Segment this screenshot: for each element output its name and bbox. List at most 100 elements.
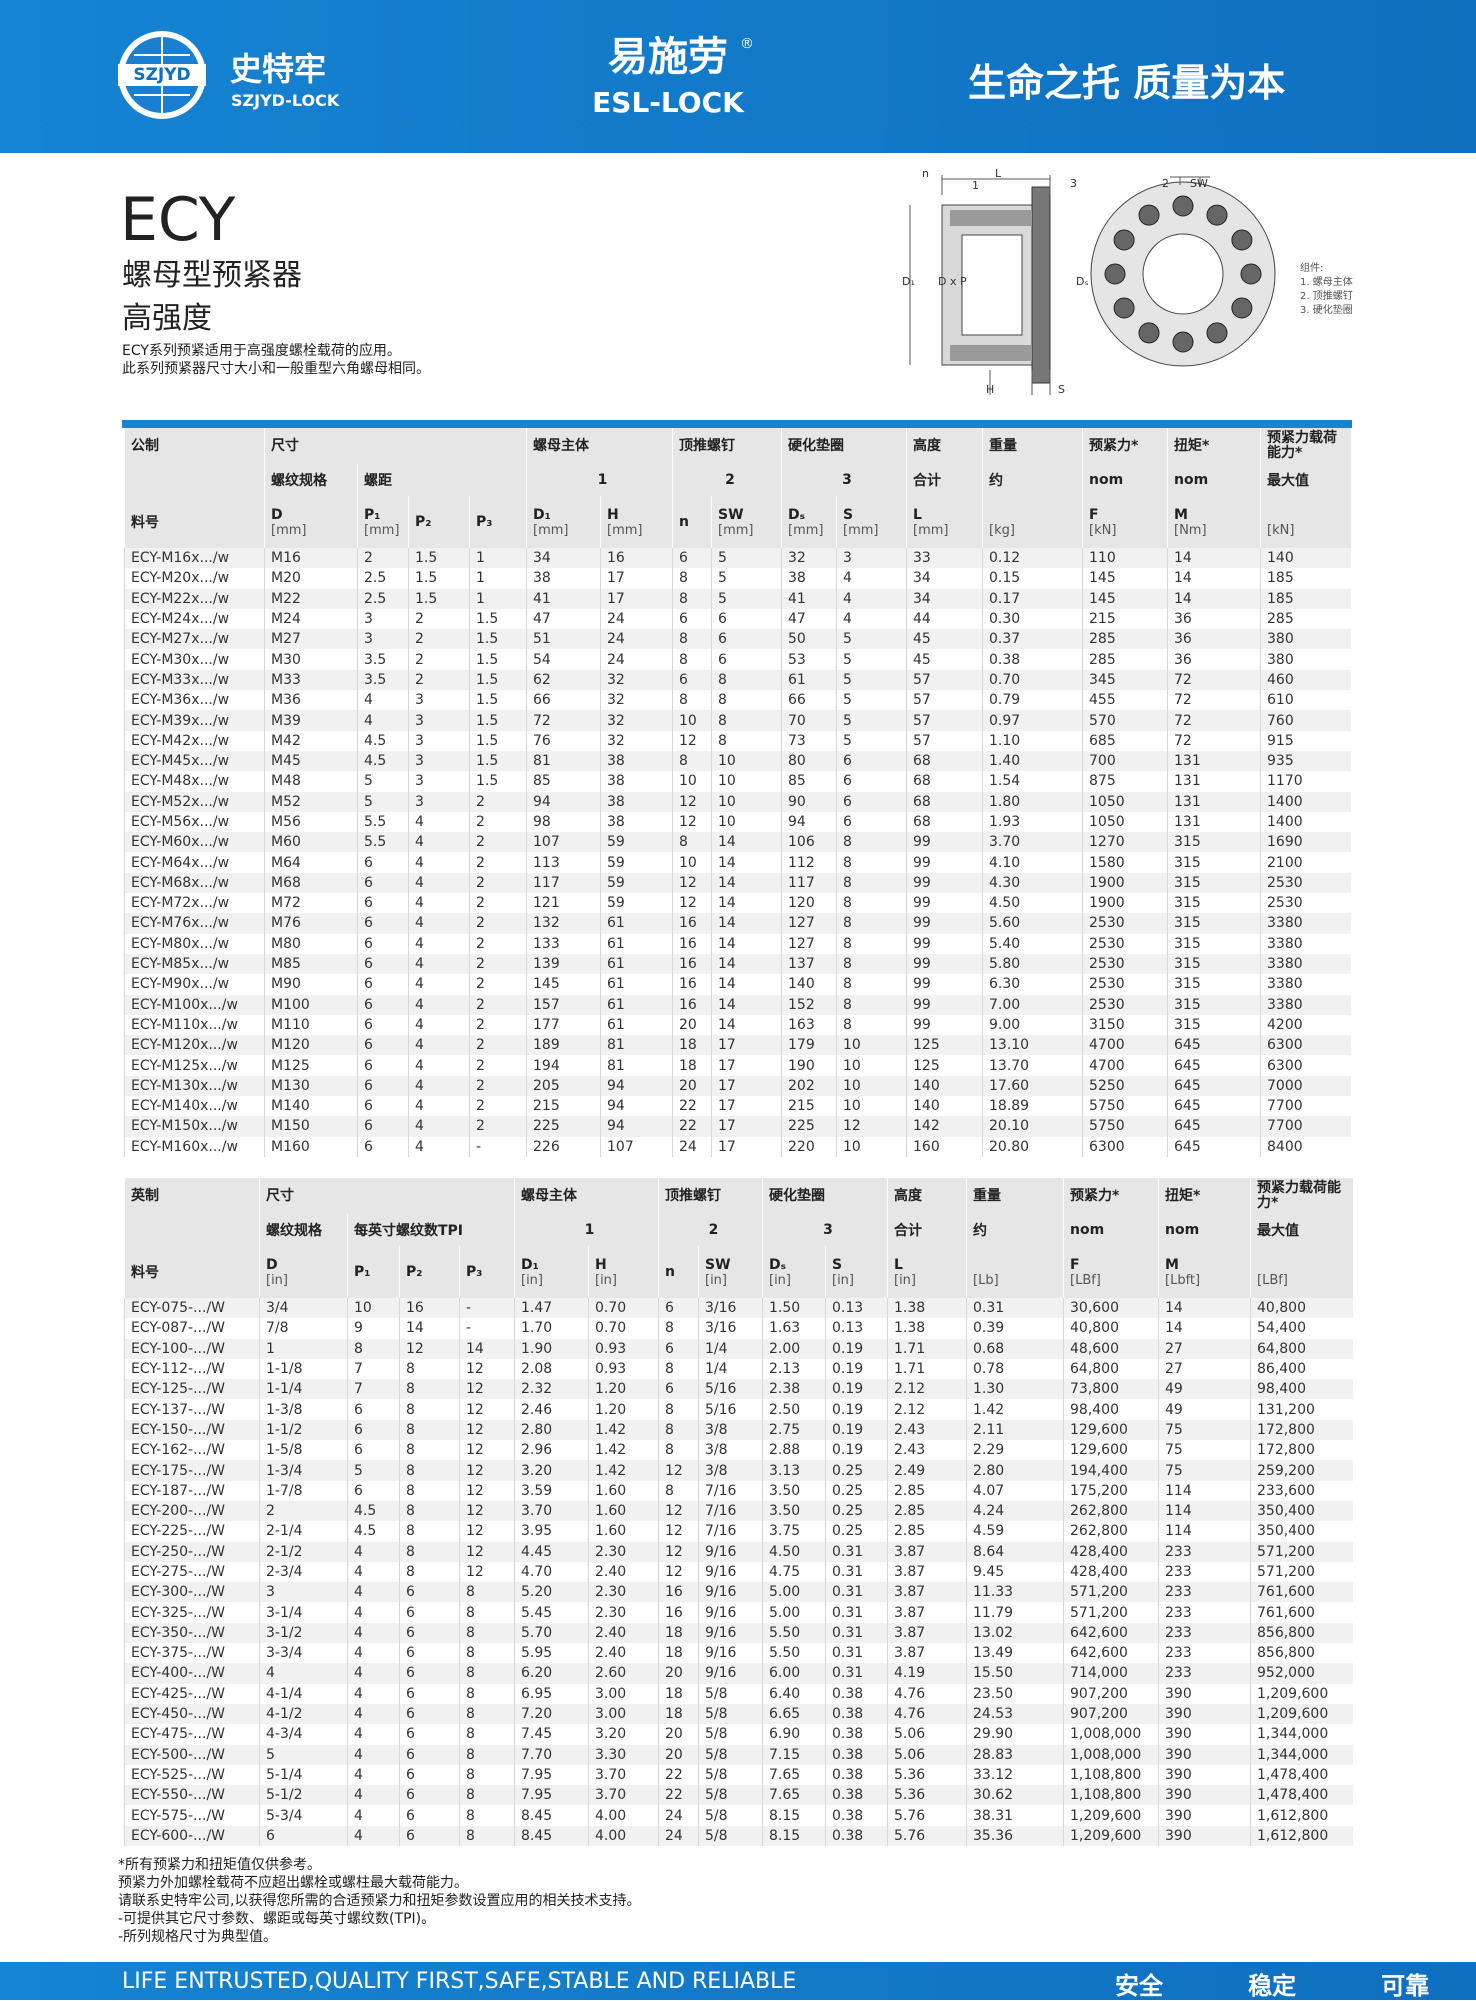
cell: 390 — [1158, 1744, 1251, 1765]
cell: 2 — [469, 933, 527, 954]
cell: 54 — [526, 649, 601, 670]
cell: 8 — [711, 730, 782, 751]
cell: ECY-400-.../W — [124, 1663, 260, 1684]
diagram-label: H — [986, 383, 994, 396]
cell: 4 — [408, 1096, 470, 1117]
cell: ECY-325-.../W — [124, 1602, 260, 1623]
cell: 8 — [399, 1419, 460, 1441]
cell: ECY-450-.../W — [124, 1703, 260, 1725]
cell: 16 — [672, 974, 712, 995]
cell: 14 — [459, 1338, 515, 1359]
bolt — [1138, 204, 1160, 226]
cell: 3380 — [1260, 994, 1351, 1015]
cell: 8 — [399, 1521, 460, 1542]
footer-word: 可靠 — [1381, 1972, 1430, 2000]
cell: 20.10 — [982, 1116, 1083, 1137]
column-header: D₁ [in] — [514, 1246, 589, 1298]
column-unit: [mm] — [913, 522, 949, 538]
cell: 8 — [459, 1785, 515, 1806]
group-header: 尺寸 — [259, 1178, 515, 1214]
data-row: ECY-M110x.../w M110 6 4 2 177 61 20 14 163 8 99 9.00… — [124, 1014, 1351, 1036]
data-row: ECY-600-.../W 6 4 6 8 8.45 4.00 24 5/8 8.15 0.38 5.… — [124, 1825, 1353, 1847]
cell: 172,800 — [1250, 1419, 1353, 1441]
cell: 36 — [1167, 629, 1261, 650]
cell: 6300 — [1260, 1055, 1351, 1076]
cell: 4700 — [1082, 1055, 1168, 1076]
column-label: L — [894, 1256, 903, 1273]
cell: 34 — [526, 548, 601, 569]
cell: 131 — [1167, 750, 1261, 772]
cell: 98,400 — [1250, 1379, 1353, 1400]
cell: 1,612,800 — [1250, 1805, 1353, 1826]
cell: ECY-525-.../W — [124, 1764, 260, 1786]
product-grade: 高强度 — [122, 301, 212, 336]
cell: 57 — [906, 690, 983, 711]
cell: 8 — [459, 1724, 515, 1745]
cell: 642,600 — [1063, 1643, 1159, 1664]
cell: 233 — [1158, 1643, 1251, 1664]
cell: 6 — [836, 811, 907, 833]
cell: 225 — [526, 1116, 601, 1137]
cell: 3.70 — [514, 1500, 589, 1522]
cell: 12 — [399, 1338, 460, 1359]
cell: ECY-M120x.../w — [124, 1035, 265, 1056]
column-label: F — [1089, 506, 1099, 523]
column-unit: [kN] — [1089, 522, 1117, 538]
cell: 2.60 — [588, 1663, 659, 1684]
cell: 4 — [408, 1014, 470, 1036]
cell: 8 — [399, 1561, 460, 1583]
cell: 20 — [672, 1075, 712, 1097]
cell: 38 — [600, 750, 673, 772]
cell: 72 — [526, 710, 601, 731]
cell: 1.38 — [887, 1298, 967, 1319]
cell: 8 — [658, 1399, 699, 1420]
data-row: ECY-550-.../W 5-1/2 4 6 8 7.95 3.70 22 5/8 7.65 0.… — [124, 1785, 1353, 1806]
cell: 12 — [459, 1480, 515, 1501]
cell: ECY-162-.../W — [124, 1440, 260, 1461]
cell: 9/16 — [698, 1582, 763, 1603]
cell: 129,600 — [1063, 1440, 1159, 1461]
cell: 460 — [1260, 669, 1351, 691]
cell: ECY-M33x.../w — [124, 669, 265, 691]
cell: 1900 — [1082, 872, 1168, 894]
cell: 761,600 — [1250, 1602, 1353, 1623]
cell: 14 — [711, 953, 782, 975]
cell: 3.87 — [887, 1561, 967, 1583]
cell: 12 — [459, 1561, 515, 1583]
cell: 10 — [347, 1298, 400, 1319]
cell: 3.70 — [588, 1785, 659, 1806]
cell: 1,478,400 — [1250, 1764, 1353, 1786]
cell: 94 — [600, 1096, 673, 1117]
cell: 125 — [906, 1035, 983, 1056]
cell: 8 — [399, 1541, 460, 1562]
cell: 2.29 — [966, 1440, 1064, 1461]
cell: 36 — [1167, 649, 1261, 670]
cell: 99 — [906, 832, 983, 853]
cell: M140 — [264, 1096, 358, 1117]
cell: ECY-112-.../W — [124, 1358, 260, 1380]
cell: 3.50 — [762, 1500, 826, 1522]
cell: 29.90 — [966, 1724, 1064, 1745]
diagram-label: n — [922, 167, 929, 180]
sub-header: 螺纹规格 — [259, 1214, 348, 1246]
cell: 12 — [658, 1561, 699, 1583]
cell: 2.12 — [887, 1379, 967, 1400]
cell: 1.5 — [469, 690, 527, 711]
jackbolt — [950, 345, 1032, 361]
bolt — [1113, 297, 1135, 319]
column-header: L [mm] — [906, 496, 983, 548]
cell: 215 — [1082, 608, 1168, 630]
cell: 1.42 — [588, 1419, 659, 1441]
cell: 7.65 — [762, 1785, 826, 1806]
cell: 5.00 — [762, 1602, 826, 1623]
cell: 13.70 — [982, 1055, 1083, 1076]
cell: 4.45 — [514, 1541, 589, 1562]
cell: 4 — [408, 811, 470, 833]
cell: 645 — [1167, 1035, 1261, 1056]
cell: 5/8 — [698, 1785, 763, 1806]
cell: 1.60 — [588, 1521, 659, 1542]
cell: ECY-M24x.../w — [124, 608, 265, 630]
cell: 12 — [459, 1358, 515, 1380]
cell: 0.15 — [982, 568, 1083, 589]
cell: 5 — [711, 568, 782, 589]
